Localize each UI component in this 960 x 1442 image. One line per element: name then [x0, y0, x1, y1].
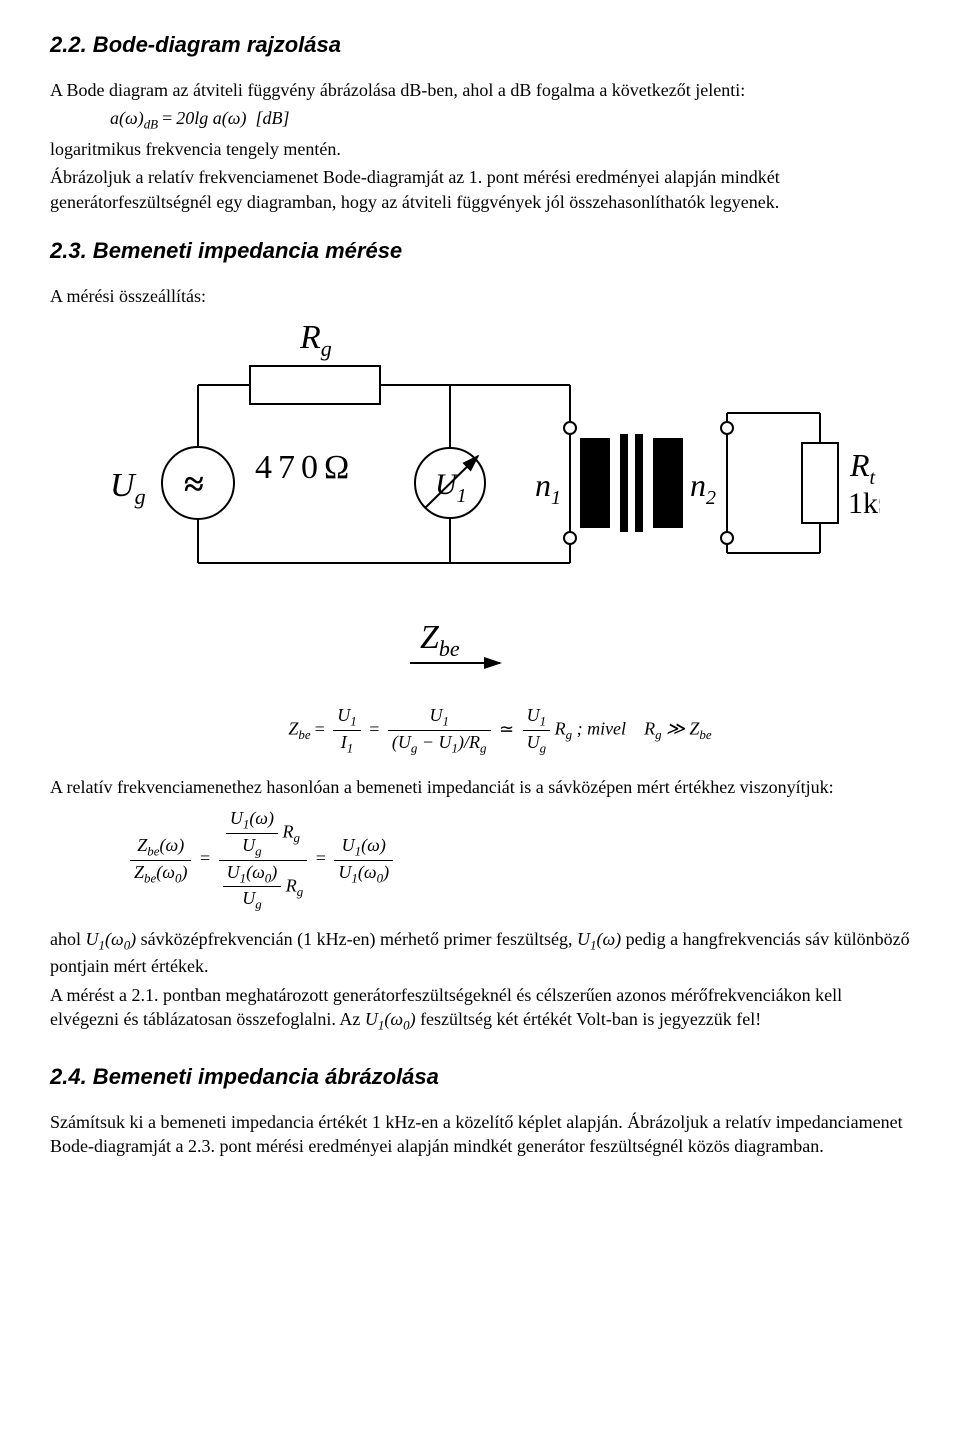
svg-text:n1: n1: [535, 467, 561, 509]
section-2-2-title: 2.2. Bode-diagram rajzolása: [50, 30, 910, 60]
svg-text:Zbe: Zbe: [420, 619, 460, 661]
section-2-2-body: A Bode diagram az átviteli függvény ábrá…: [50, 78, 910, 214]
s22-p2: logaritmikus frekvencia tengely mentén.: [50, 137, 910, 161]
svg-text:Rt: Rt: [849, 447, 876, 489]
s23-eq2: Zbe(ω) Zbe(ω0) = U1(ω) Ug Rg U1(ω0) Ug R…: [130, 807, 910, 913]
svg-text:1kΩ: 1kΩ: [848, 487, 880, 520]
s23-eq1: Zbe= U1 I1 = U1 (Ug − U1)/Rg ≃ U1 Ug Rg …: [90, 704, 910, 757]
s23-p2: A relatív frekvenciamenethez hasonlóan a…: [50, 775, 910, 799]
svg-text:Ug: Ug: [110, 467, 146, 509]
svg-text:Rg: Rg: [299, 319, 332, 361]
section-2-3-title: 2.3. Bemeneti impedancia mérése: [50, 236, 910, 266]
s22-p1: A Bode diagram az átviteli függvény ábrá…: [50, 78, 910, 102]
s22-p3: Ábrázoljuk a relatív frekvenciamenet Bod…: [50, 165, 910, 214]
s23-p4: A mérést a 2.1. pontban meghatározott ge…: [50, 983, 910, 1034]
svg-text:≈: ≈: [184, 464, 204, 504]
svg-text:n2: n2: [690, 467, 716, 509]
s23-p3: ahol U1(ω0) sávközépfrekvencián (1 kHz-e…: [50, 927, 910, 978]
svg-text:470Ω: 470Ω: [255, 449, 355, 486]
s23-p1: A mérési összeállítás:: [50, 284, 910, 308]
section-2-4-title: 2.4. Bemeneti impedancia ábrázolása: [50, 1062, 910, 1092]
s22-eq: a(ω)dB=20lg a(ω) [dB]: [110, 106, 910, 133]
circuit-diagram: Rg 470Ω ≈ Ug U1 n1 n2 Rt 1kΩ Zbe: [80, 318, 910, 684]
s24-p1: Számítsuk ki a bemeneti impedancia érték…: [50, 1110, 910, 1159]
